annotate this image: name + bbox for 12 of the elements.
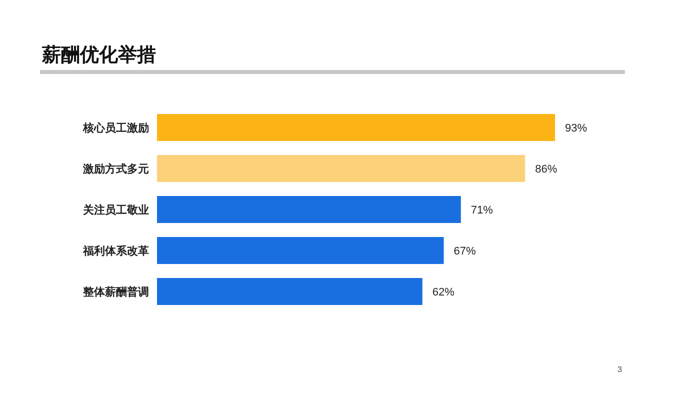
data-label: 71% [470,204,494,216]
y-tick-label: 福利体系改革 [82,244,149,258]
data-label: 67% [454,246,476,258]
y-tick-label: 核心员工激励 [82,122,149,134]
chart-title: 薪酬优化举措 [41,44,156,66]
data-label: 62% [432,286,455,298]
data-label: 93% [565,122,588,134]
text: 3 [618,365,623,374]
y-tick-label: 整体薪酬普调 [82,286,149,298]
y-tick-label: 关注员工敬业 [82,204,149,216]
data-label: 86% [535,164,558,176]
y-tick-label: 激励方式多元 [82,162,149,176]
